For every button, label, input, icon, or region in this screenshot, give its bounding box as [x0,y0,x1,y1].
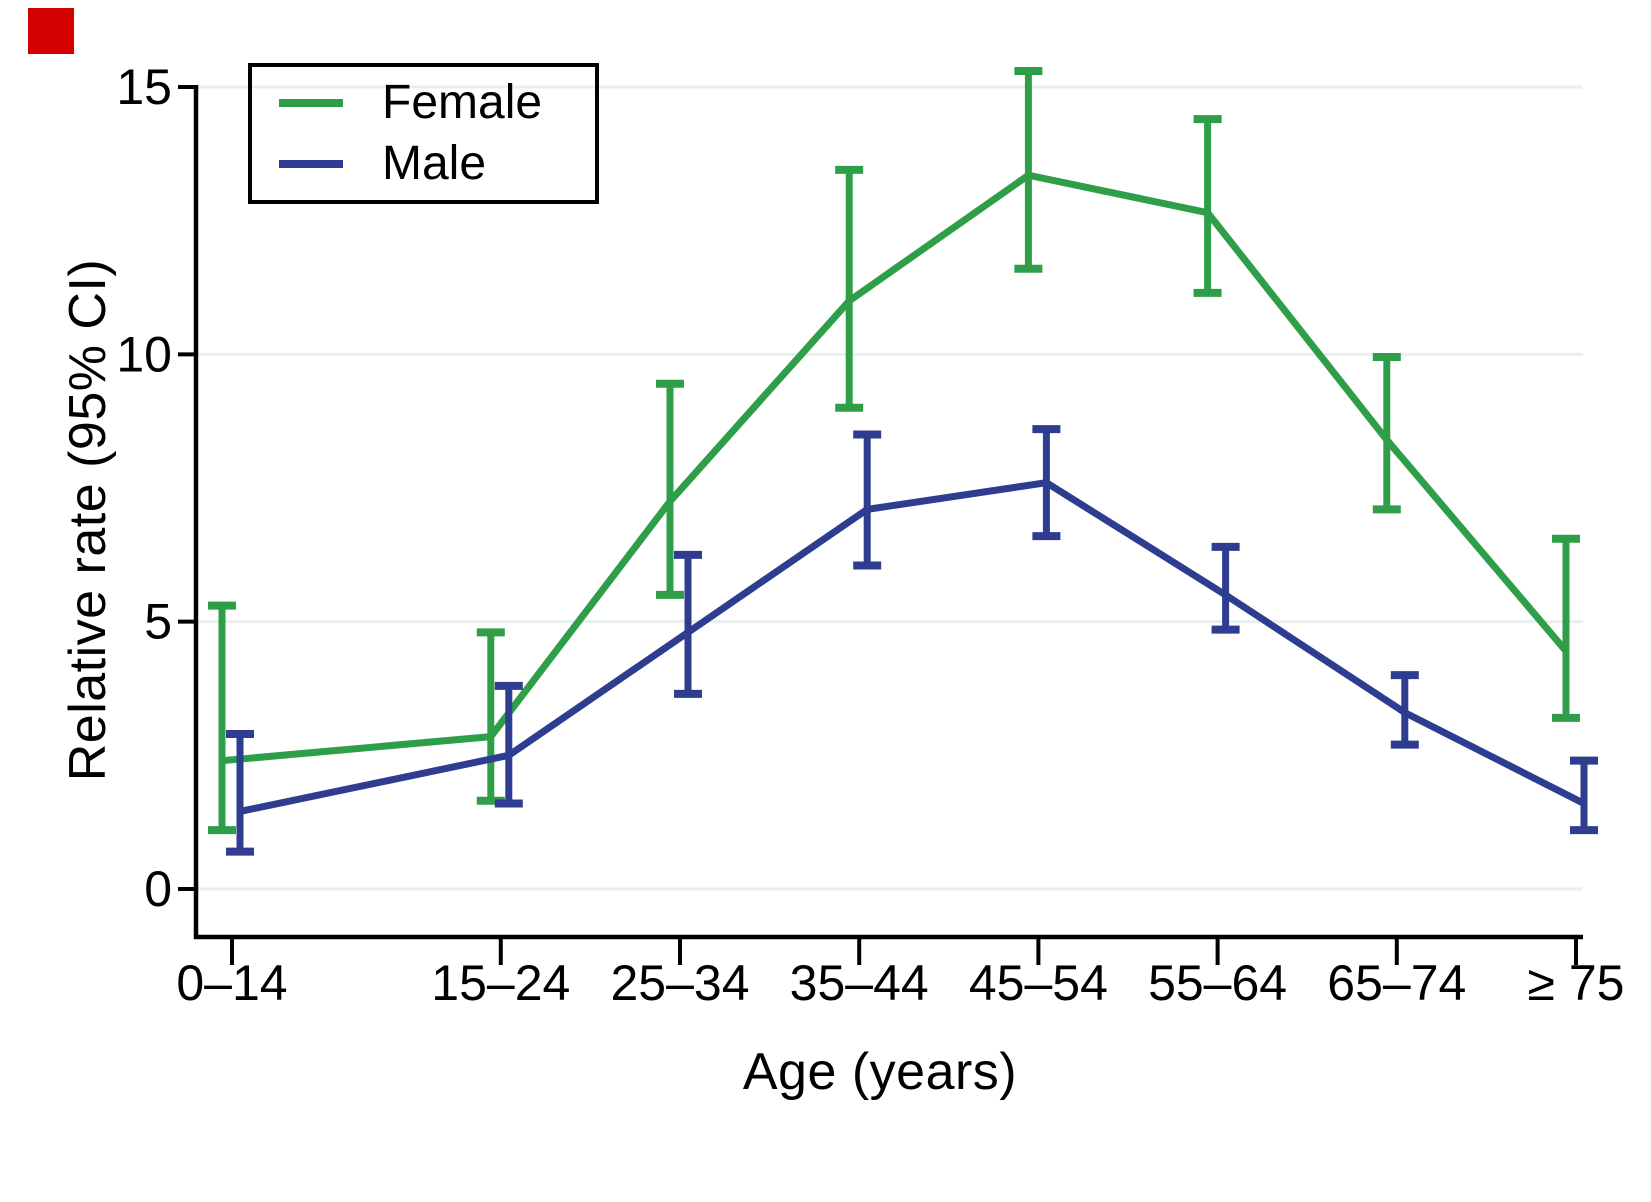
x-axis-ticks: 0–14 15–24 25–34 35–44 45–54 55–64 65–74 ≥ 75 [176,939,1624,1011]
svg-text:15: 15 [116,59,172,115]
svg-text:55–64: 55–64 [1148,955,1287,1011]
gridlines [198,85,1583,891]
legend-item-female: Female [279,79,595,127]
svg-text:≥ 75: ≥ 75 [1528,955,1625,1011]
red-corner-marker [28,8,74,54]
svg-text:45–54: 45–54 [969,955,1108,1011]
svg-text:25–34: 25–34 [610,955,749,1011]
x-axis-title: Age (years) [742,1043,1018,1101]
y-axis-ticks: 0 5 10 15 [116,59,196,917]
legend-label-male: Male [382,136,487,190]
male-line-swatch [279,159,343,168]
svg-text:15–24: 15–24 [431,955,570,1011]
series-female [208,66,1580,835]
axes [193,85,1583,940]
svg-text:0: 0 [144,861,172,917]
legend-item-male: Male [279,136,595,190]
svg-text:5: 5 [144,594,172,650]
legend-label-female: Female [382,76,543,130]
svg-text:65–74: 65–74 [1327,955,1466,1011]
svg-text:10: 10 [116,326,172,382]
y-axis-title: Relative rate (95% CI) [59,258,117,782]
svg-text:0–14: 0–14 [176,955,287,1011]
female-line-swatch [279,99,343,108]
svg-text:35–44: 35–44 [790,955,929,1011]
series-male [226,425,1598,856]
legend: Female Male [248,63,599,204]
